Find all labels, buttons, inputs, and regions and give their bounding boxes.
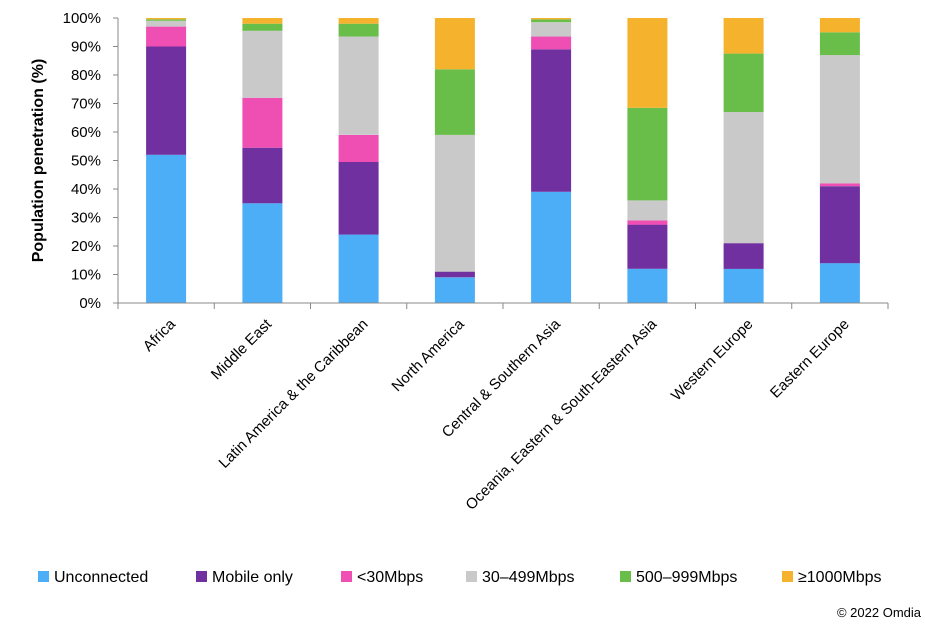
bar-segment bbox=[146, 19, 187, 21]
y-tick-label: 50% bbox=[71, 153, 101, 170]
bar-segment bbox=[434, 277, 475, 303]
bar-segment bbox=[434, 271, 475, 278]
y-tick-label: 100% bbox=[63, 10, 101, 27]
legend: Unconnected Mobile only <30Mbps 30–499Mbps 5… bbox=[38, 569, 882, 586]
legend-swatch bbox=[466, 571, 477, 582]
bar-segment bbox=[338, 161, 379, 235]
legend-label: ≥1000Mbps bbox=[798, 569, 882, 586]
bar-segment bbox=[531, 36, 572, 50]
bar-segment bbox=[434, 134, 475, 272]
bar-segment bbox=[242, 97, 283, 148]
bar-segment bbox=[146, 46, 187, 155]
axes-layer bbox=[117, 18, 888, 304]
x-category-label: North America bbox=[388, 315, 468, 395]
bar-segment bbox=[242, 147, 283, 204]
y-tick-label: 40% bbox=[71, 181, 101, 198]
bar-segment bbox=[338, 234, 379, 303]
bar-segment bbox=[819, 186, 860, 264]
bar-segment bbox=[242, 203, 283, 304]
bar-segment bbox=[723, 112, 764, 244]
bar-segment bbox=[723, 268, 764, 303]
bar-segment bbox=[338, 134, 379, 162]
x-category-label: Eastern Europe bbox=[767, 316, 853, 402]
bar-segment bbox=[819, 32, 860, 56]
bar-segment bbox=[627, 220, 668, 225]
bar-segment bbox=[819, 263, 860, 303]
y-tick-label: 30% bbox=[71, 210, 101, 227]
x-category-label: Middle East bbox=[208, 315, 276, 383]
x-category-label: Western Europe bbox=[668, 316, 756, 404]
bar-segment bbox=[434, 69, 475, 135]
bar-segment bbox=[338, 18, 379, 24]
bar-segment bbox=[531, 22, 572, 37]
y-tick-label: 70% bbox=[71, 96, 101, 113]
legend-swatch bbox=[38, 571, 49, 582]
bar-segment bbox=[627, 18, 668, 108]
y-tick-label: 60% bbox=[71, 124, 101, 141]
bar-segment bbox=[146, 26, 187, 47]
legend-swatch bbox=[341, 571, 352, 582]
bar-segment bbox=[242, 30, 283, 98]
bar-segment bbox=[531, 49, 572, 192]
bar-segment bbox=[146, 18, 187, 20]
bar-segment bbox=[627, 200, 668, 221]
bar-segment bbox=[242, 23, 283, 31]
bar-segment bbox=[531, 19, 572, 23]
bar-segment bbox=[531, 191, 572, 303]
bar-segment bbox=[242, 18, 283, 24]
y-tick-label: 80% bbox=[71, 67, 101, 84]
y-tick-label: 10% bbox=[71, 267, 101, 284]
y-tick-label: 0% bbox=[79, 295, 101, 312]
legend-swatch bbox=[196, 571, 207, 582]
bar-segment bbox=[531, 18, 572, 20]
legend-label: Unconnected bbox=[54, 569, 148, 586]
bar-segment bbox=[627, 107, 668, 201]
legend-swatch bbox=[782, 571, 793, 582]
y-tick-label: 20% bbox=[71, 238, 101, 255]
bar-segment bbox=[627, 224, 668, 269]
legend-label: <30Mbps bbox=[357, 569, 423, 586]
bar-segment bbox=[819, 18, 860, 33]
bar-segment bbox=[723, 53, 764, 112]
copyright-text: © 2022 Omdia bbox=[837, 605, 922, 620]
x-category-label: Africa bbox=[140, 315, 180, 355]
legend-label: 500–999Mbps bbox=[636, 569, 737, 586]
y-tick-label: 90% bbox=[71, 39, 101, 56]
bar-segment bbox=[338, 23, 379, 37]
bar-segment bbox=[434, 18, 475, 70]
bar-segment bbox=[723, 18, 764, 54]
bar-segment bbox=[819, 183, 860, 187]
y-ticks: 0% 10% 20% 30% 40% 50% 60% 70% 80% 90% 100% bbox=[63, 10, 889, 312]
y-axis-title: Population penetration (%) bbox=[30, 59, 47, 263]
bar-segment bbox=[819, 55, 860, 184]
bar-segment bbox=[146, 20, 187, 27]
bar-segment bbox=[338, 36, 379, 135]
legend-label: Mobile only bbox=[212, 569, 293, 586]
bar-segment bbox=[146, 154, 187, 303]
bars-layer bbox=[146, 18, 860, 304]
bar-segment bbox=[627, 268, 668, 303]
bar-segment bbox=[723, 243, 764, 269]
legend-label: 30–499Mbps bbox=[482, 569, 575, 586]
x-category-label: Oceania, Eastern & South-Eastern Asia bbox=[462, 315, 660, 513]
legend-swatch bbox=[620, 571, 631, 582]
